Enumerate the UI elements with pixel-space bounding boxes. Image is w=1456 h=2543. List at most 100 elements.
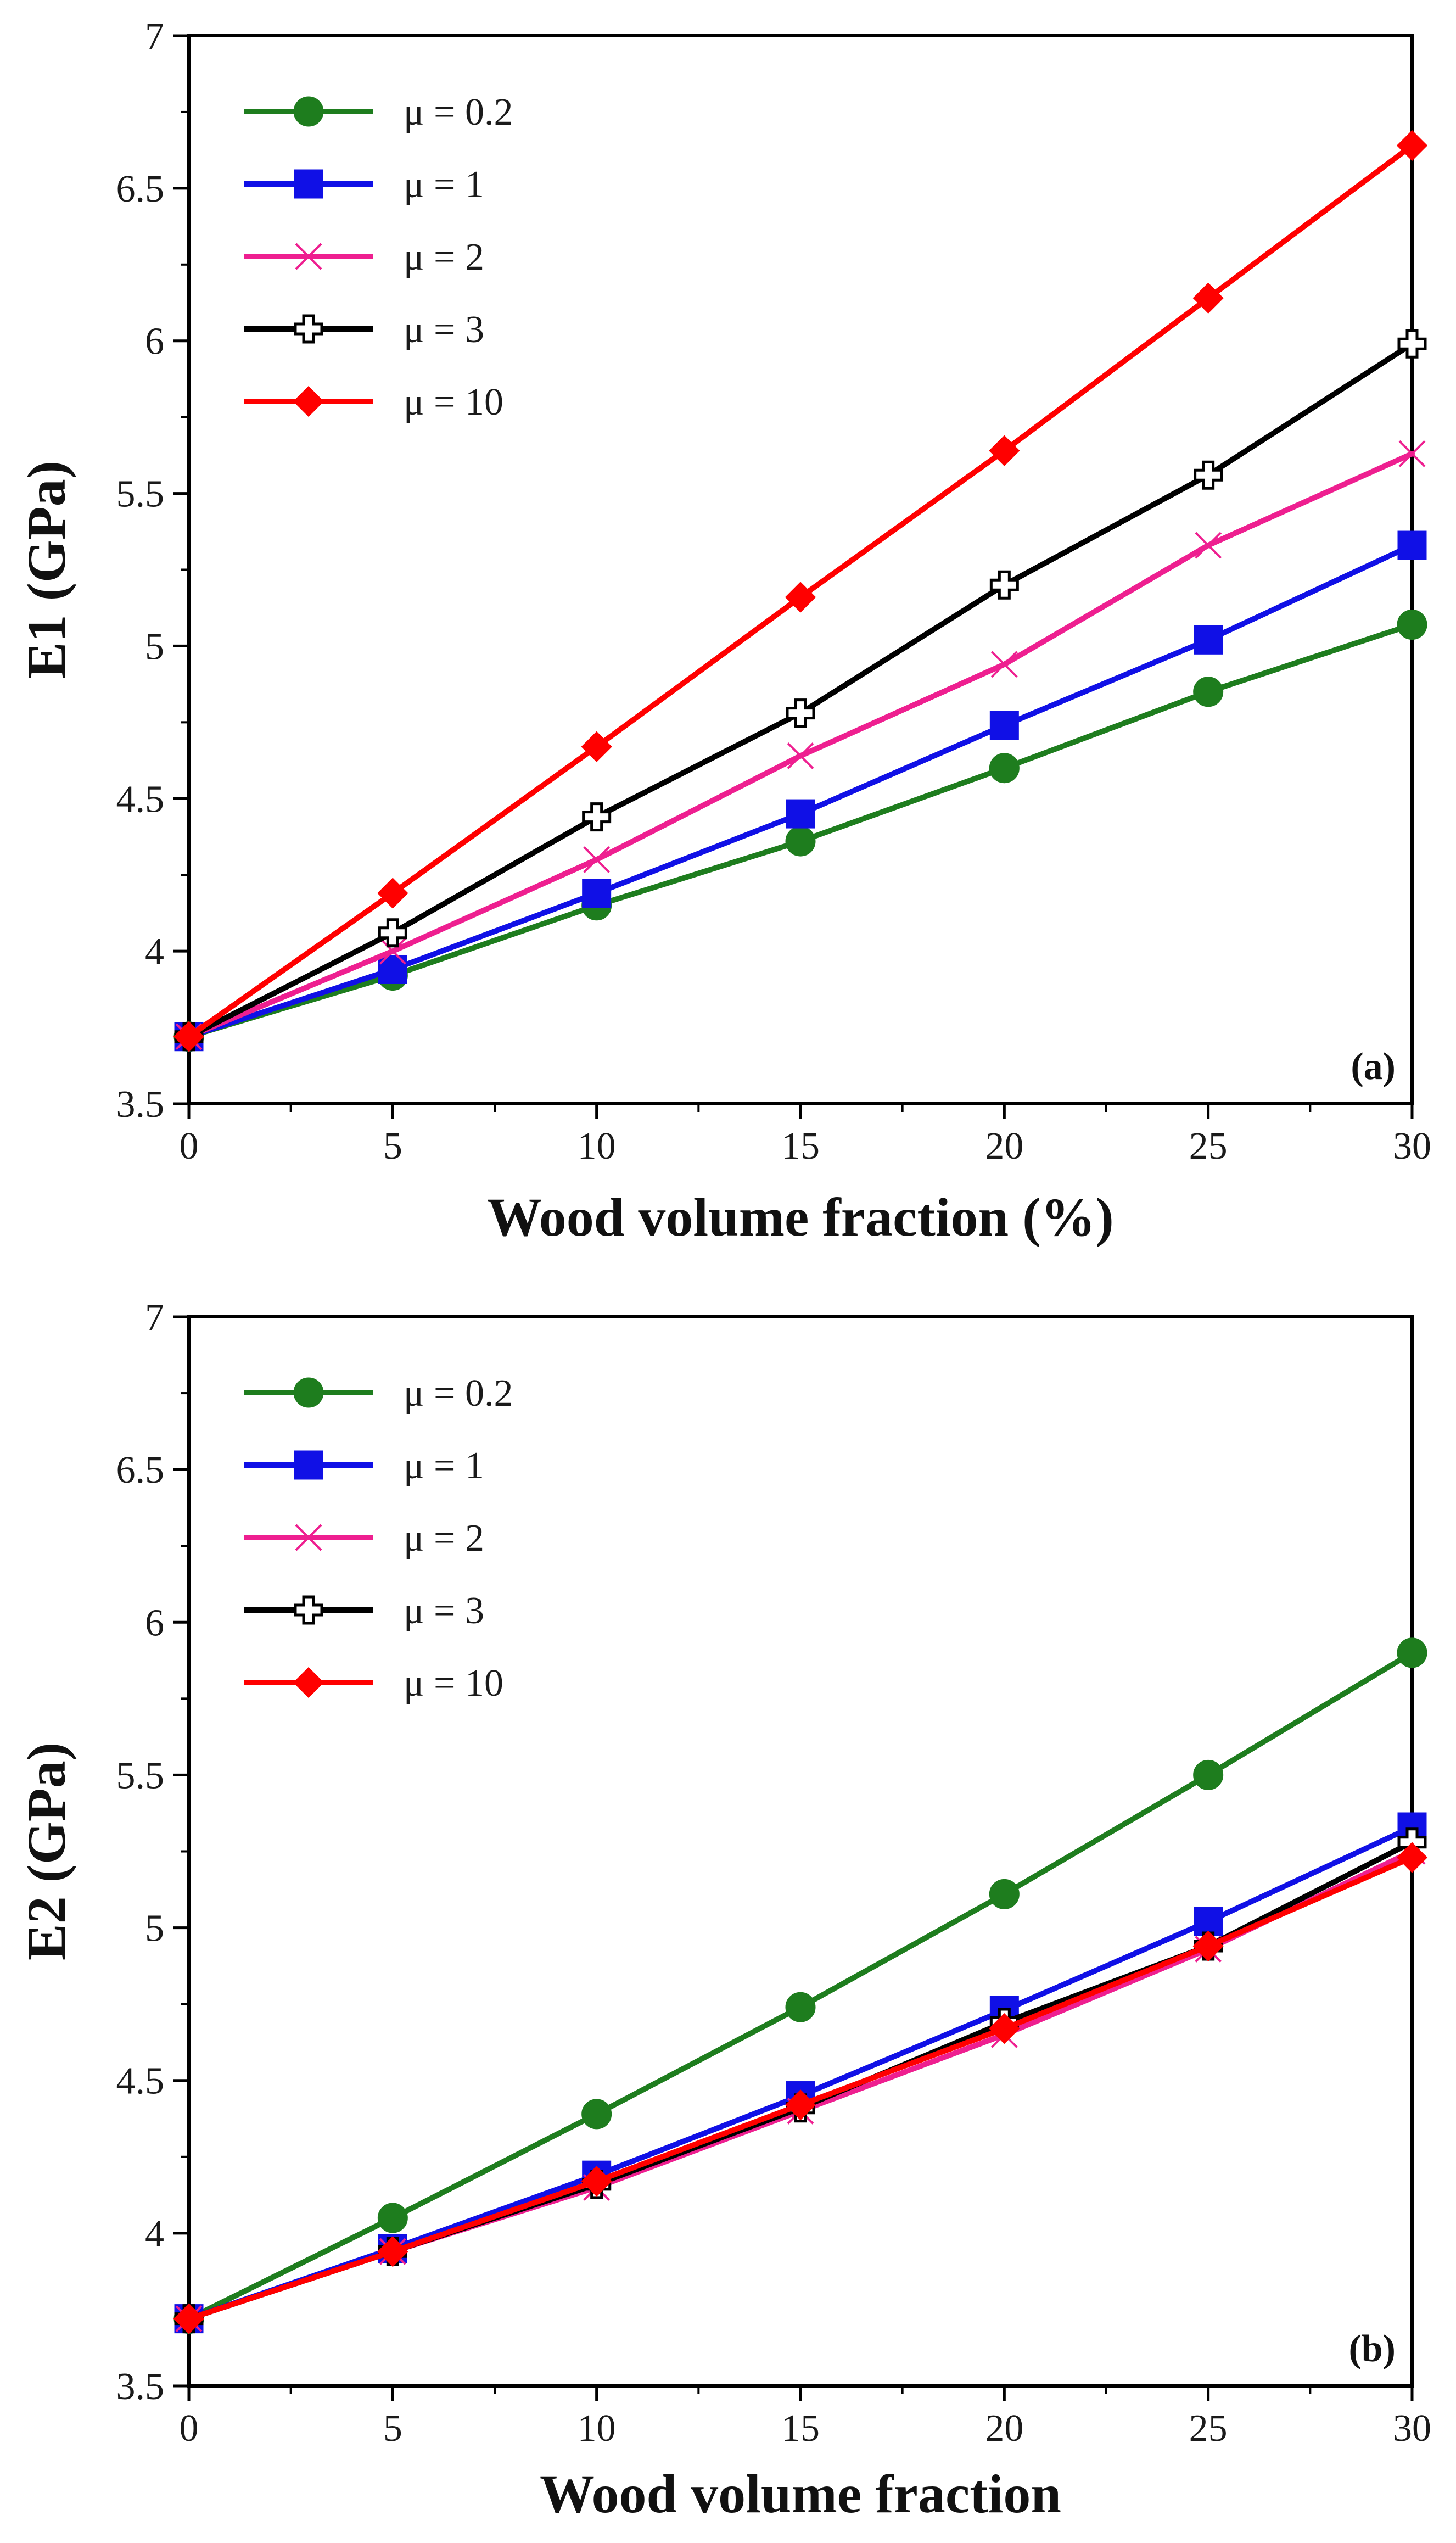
series-group [173, 130, 1428, 1052]
legend-item: μ = 1 [244, 1445, 484, 1487]
series-group [173, 1637, 1428, 2334]
data-point [173, 2303, 205, 2334]
series-line [186, 1650, 1415, 2322]
legend: μ = 0.2 μ = 1 μ = 2 μ = 3 μ = 10 [244, 1372, 513, 1704]
series-line [186, 341, 1415, 1039]
x-tick-label: 10 [578, 2407, 616, 2450]
x-tick-label: 25 [1189, 2407, 1228, 2450]
data-point [1194, 460, 1223, 490]
series-cross [174, 329, 1427, 1052]
legend-label: μ = 0.2 [404, 91, 513, 133]
data-point [583, 846, 611, 873]
legend-item: μ = 2 [244, 1517, 484, 1560]
data-point [1192, 1930, 1224, 1962]
series-diamond [173, 1842, 1428, 2334]
data-point [581, 2166, 612, 2197]
x-tick-label: 10 [578, 1125, 616, 1167]
y-tick-label: 3.5 [116, 2366, 165, 2408]
series-x [175, 440, 1426, 1050]
x-tick-label: 25 [1189, 1125, 1228, 1167]
legend-label: μ = 3 [404, 1590, 484, 1632]
data-point [785, 2089, 816, 2121]
data-point [989, 1879, 1020, 1909]
y-tick-label: 4 [145, 931, 164, 973]
legend-marker [295, 1524, 322, 1551]
panel-label: (b) [1348, 2328, 1396, 2370]
series-circle [173, 610, 1427, 1052]
legend-marker [293, 1377, 324, 1408]
x-tick-label: 30 [1393, 1125, 1431, 1167]
y-tick-label: 6 [145, 321, 164, 363]
legend-label: μ = 1 [404, 1445, 484, 1487]
x-axis-ticks: 0 5 10 15 20 25 30 [180, 2386, 1431, 2450]
data-point [786, 799, 815, 829]
legend-item: μ = 0.2 [244, 1372, 513, 1415]
data-point [787, 742, 814, 769]
y-tick-label: 3.5 [116, 1083, 165, 1126]
legend-marker [293, 1667, 324, 1698]
x-tick-label: 5 [383, 1125, 402, 1167]
x-axis-title: Wood volume fraction [540, 2463, 1061, 2524]
y-tick-label: 6.5 [116, 168, 165, 210]
data-point [1397, 1637, 1427, 1668]
data-point [1193, 677, 1224, 707]
x-tick-label: 20 [985, 1125, 1023, 1167]
legend-marker [295, 243, 322, 270]
y-tick-label: 5.5 [116, 1754, 165, 1797]
data-point [990, 651, 1018, 678]
series-diamond [173, 130, 1428, 1052]
x-tick-label: 5 [383, 2407, 402, 2450]
data-point [1396, 1842, 1428, 1873]
data-point [1195, 532, 1222, 559]
y-tick-label: 5 [145, 1908, 164, 1950]
series-line [186, 1824, 1415, 2322]
legend-label: μ = 2 [404, 1517, 484, 1560]
legend-item: μ = 3 [244, 309, 484, 351]
data-point [1397, 530, 1427, 560]
data-point [989, 753, 1020, 784]
data-point [379, 937, 406, 965]
data-point [582, 802, 612, 832]
legend-item: μ = 1 [244, 164, 484, 206]
panel-label: (a) [1351, 1046, 1396, 1088]
legend-marker [294, 169, 323, 199]
chart-panel-a: 0 5 10 15 20 25 30 3.5 4 4.5 5 5.5 6 6.5 7 Wood volume … [16, 15, 1431, 1248]
data-point [989, 570, 1019, 600]
data-point [1398, 440, 1426, 467]
chart-panel-b: 0 5 10 15 20 25 30 3.5 4 4.5 5 5.5 6 6.5 7 Wood volume … [16, 1296, 1431, 2524]
legend-label: μ = 0.2 [404, 1372, 513, 1415]
data-point [786, 698, 815, 728]
legend-marker [294, 314, 323, 344]
data-point [1194, 625, 1223, 655]
y-tick-label: 7 [145, 1296, 164, 1339]
data-point [785, 582, 816, 613]
legend-label: μ = 1 [404, 164, 484, 206]
y-tick-label: 5 [145, 625, 164, 668]
y-tick-label: 6.5 [116, 1449, 165, 1491]
data-point [1396, 130, 1428, 161]
legend-item: μ = 2 [244, 236, 484, 278]
legend-marker [294, 1595, 323, 1625]
legend-label: μ = 3 [404, 309, 484, 351]
data-point [377, 878, 408, 909]
series-circle [173, 1637, 1427, 2334]
y-tick-label: 4.5 [116, 2060, 165, 2103]
data-point [1192, 282, 1224, 314]
data-point [1193, 1759, 1224, 1790]
legend: μ = 0.2 μ = 1 μ = 2 μ = 3 μ = 10 [244, 91, 513, 423]
series-line [186, 451, 1415, 1039]
data-point [785, 1992, 816, 2022]
legend-label: μ = 10 [404, 381, 503, 423]
y-tick-label: 4.5 [116, 778, 165, 820]
legend-marker [294, 1450, 323, 1480]
x-axis-title: Wood volume fraction (%) [487, 1187, 1114, 1248]
data-point [582, 879, 612, 908]
y-tick-label: 7 [145, 15, 164, 58]
x-tick-label: 20 [985, 2407, 1023, 2450]
y-tick-label: 6 [145, 1602, 164, 1644]
legend-item: μ = 10 [244, 1662, 503, 1704]
series-square [174, 1812, 1427, 2334]
legend-item: μ = 10 [244, 381, 503, 423]
data-point [989, 2013, 1020, 2044]
